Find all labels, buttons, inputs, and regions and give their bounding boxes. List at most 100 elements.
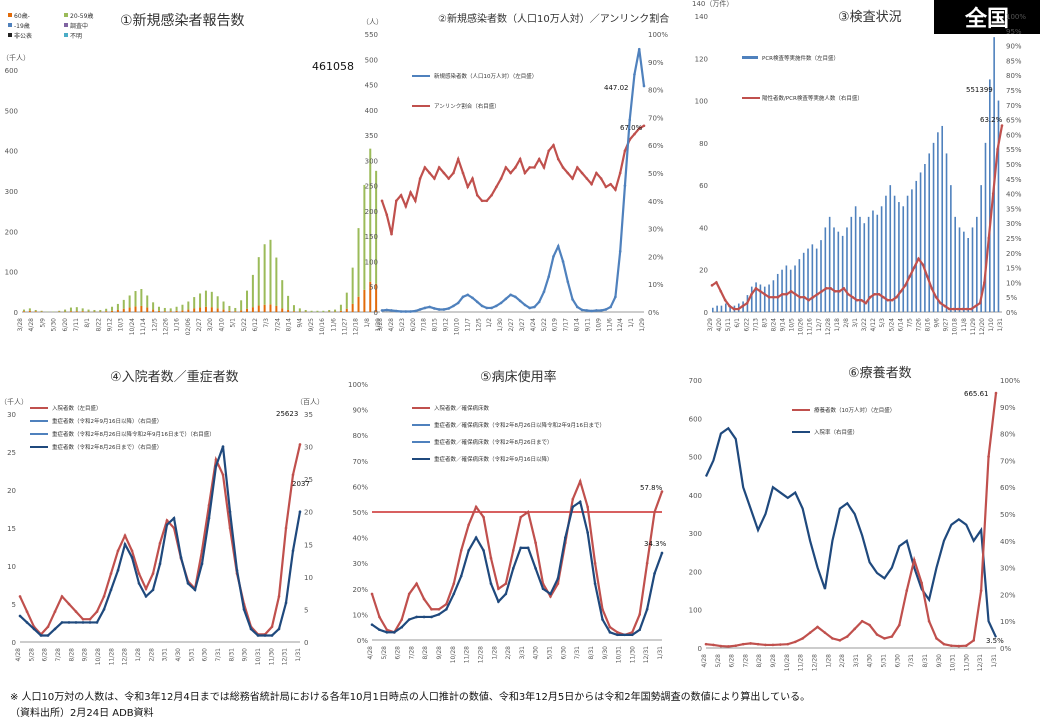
legend-swatch [8,23,12,27]
bar-20-59 [157,306,160,311]
x-tick-label: 4/30 [533,646,540,660]
severe-bed-occupancy-point [378,628,381,632]
bar-20-59 [134,291,137,307]
positivity-rate-point [798,295,802,299]
severe-point [179,556,183,559]
bar-20-59 [269,239,272,305]
x-tick-label: 11/16 [807,318,814,335]
severe-bed-occupancy-point [526,546,530,550]
test-count-bar [815,248,818,312]
y-tick-label: 0% [357,637,368,645]
unlinked-rate-point [580,171,584,175]
positivity-rate-point [802,295,806,299]
positivity-rate-point [969,307,973,311]
test-count-bar [997,100,1000,312]
x-tick-label: 11/6 [330,318,337,332]
bed-occupancy-point [556,582,560,585]
unlinked-rate-point [414,199,417,203]
unlinked-rate-point [566,171,570,175]
severe-point [165,523,169,527]
positivity-rate-point [820,289,824,293]
bar-20-59 [339,304,342,311]
bed-occupancy-point [385,628,389,632]
x-tick-label: 9/27 [943,318,950,332]
bar-60plus [34,311,37,312]
y2-tick-label: 25% [1006,235,1022,243]
test-count-bar [976,216,978,312]
positivity-rate-line [711,125,1004,311]
cases-per-100k-point [571,298,574,301]
unlinked-rate-point [599,177,603,180]
nationwide-badge: 全国 [934,0,1040,34]
bed-occupancy-point [400,618,404,621]
y2-tick-label: 60% [648,142,664,150]
x-tick-label: 1/1 [628,318,635,328]
test-count-bar [954,216,956,312]
recuperating-point [964,644,968,648]
positivity-rate-point [824,287,828,290]
recuperating-point [868,623,871,627]
cases-per-100k-point [514,295,517,299]
test-count-bar [729,305,731,312]
x-tick-label: 11/7 [464,318,471,332]
x-tick-label: 1/29 [639,318,646,332]
x-tick-label: 10/9 [595,318,602,332]
positivity-rate-point [873,292,876,296]
bar-60plus [251,307,254,312]
y-tick-label: 100 [5,269,18,277]
positivity-rate-point [816,292,819,296]
x-tick-label: 11/28 [464,646,471,663]
severe-point [130,556,134,559]
severe-point [74,621,78,624]
cases-per-100k-point [595,309,598,312]
bed-occupancy-point [407,592,411,596]
bed-occupancy-point [534,541,537,545]
positivity-rate-point [912,266,916,269]
test-count-bar [928,153,931,312]
severe-point [144,595,148,598]
x-tick-label: 9/28 [436,646,443,660]
bed-occupancy-point [645,561,649,565]
cases-per-100k-point [385,308,389,312]
recuperating-point [987,455,990,458]
unlinked-rate-point [556,157,560,161]
bar-60plus [187,309,190,312]
hospitalized-point [130,549,134,553]
y-tick-label: 550 [365,31,378,39]
severe-point [81,621,85,624]
legend-entry: 入院者数（左目盛） [52,404,102,412]
x-tick-label: 7/3 [263,318,270,328]
hospitalized-point [284,526,288,530]
bar-60plus [257,305,260,312]
x-tick-label: 11/30 [268,648,275,665]
positivity-rate-point [789,289,793,293]
y-tick-label: 500 [689,454,702,462]
severe-bed-occupancy-point [586,531,589,534]
bar-60plus [111,310,114,312]
test-count-bar [811,244,814,312]
cases-per-100k-point [537,300,541,304]
hospitalized-point [74,610,78,613]
y2-tick-label: 15 [304,541,313,549]
x-tick-label: 12/31 [643,646,650,663]
y-tick-label: 400 [689,492,702,500]
bar-20-59 [351,267,354,304]
legend-entry: 重症者数／確保病床数（令和2年9月16日以降） [434,455,553,463]
x-tick-label: 9/25 [308,318,315,332]
test-count-bar [941,125,944,312]
severe-bed-occupancy-point [578,500,582,504]
bar-60plus [134,306,137,312]
test-count-bar [837,231,840,312]
y2-tick-label: 50% [1000,511,1016,519]
chart-title: ⑥療養者数 [848,366,912,381]
bar-20-59 [64,309,67,312]
severe-bed-occupancy-point [556,577,560,580]
test-count-bar [854,206,857,312]
test-count-bar [937,132,939,312]
x-tick-label: 12/4 [617,318,624,332]
x-tick-label: 8/28 [68,648,75,662]
recuperating-point [727,645,730,648]
bar-20-59 [181,304,184,311]
positivity-rate-point [851,295,854,299]
cases-per-100k-point [518,299,522,303]
